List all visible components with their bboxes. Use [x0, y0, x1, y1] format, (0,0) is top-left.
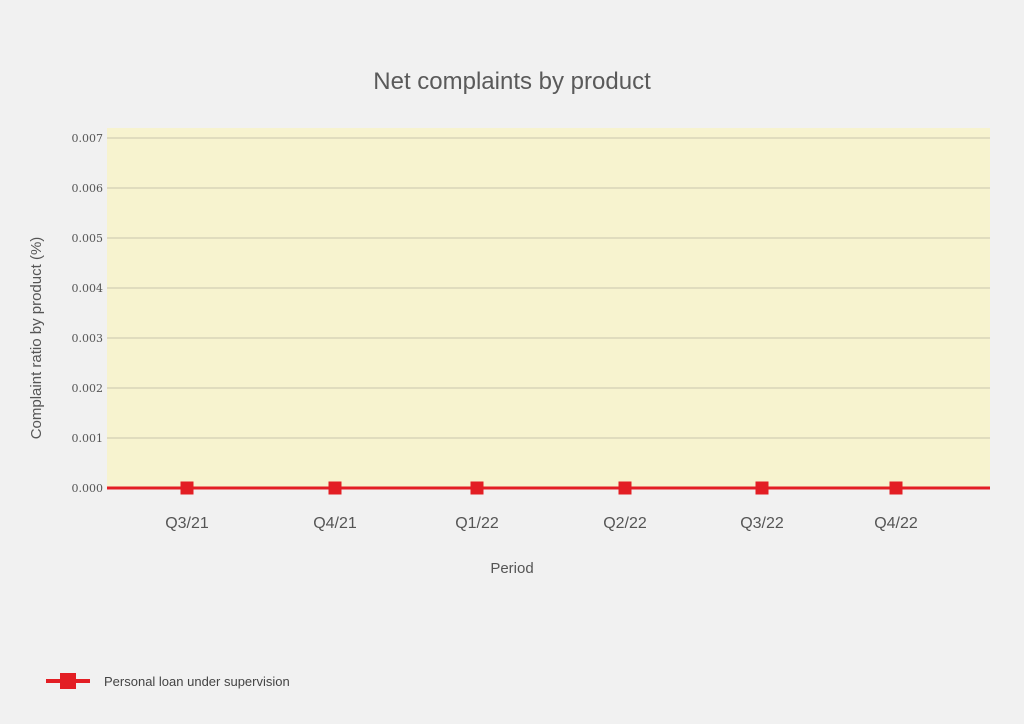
- x-tick-label: Q2/22: [603, 515, 647, 532]
- x-axis-ticks: Q3/21 Q4/21 Q1/22 Q2/22 Q3/22 Q4/22: [165, 515, 918, 532]
- y-tick-label: 0.002: [72, 382, 104, 395]
- legend-swatch: [46, 670, 90, 692]
- y-axis-ticks: 0.000 0.001 0.002 0.003 0.004 0.005 0.006 0.007: [72, 132, 104, 495]
- x-tick-label: Q3/21: [165, 515, 209, 532]
- x-tick-label: Q4/21: [313, 515, 357, 532]
- y-tick-label: 0.000: [72, 482, 104, 495]
- plot-area: [107, 128, 990, 488]
- legend-label: Personal loan under supervision: [104, 673, 290, 689]
- x-tick-label: Q1/22: [455, 515, 499, 532]
- data-point-marker: [180, 481, 194, 495]
- y-tick-label: 0.001: [72, 432, 104, 445]
- data-point-marker: [470, 481, 484, 495]
- y-axis-label: Complaint ratio by product (%): [28, 237, 45, 440]
- chart-title: Net complaints by product: [373, 68, 651, 95]
- data-point-marker: [755, 481, 769, 495]
- legend: Personal loan under supervision: [46, 670, 290, 692]
- series-group: [107, 481, 990, 495]
- y-tick-label: 0.003: [72, 332, 104, 345]
- x-tick-label: Q4/22: [874, 515, 918, 532]
- y-tick-label: 0.007: [72, 132, 104, 145]
- x-axis-label: Period: [490, 560, 533, 577]
- y-tick-label: 0.005: [72, 232, 104, 245]
- data-point-marker: [328, 481, 342, 495]
- data-point-marker: [889, 481, 903, 495]
- y-tick-label: 0.006: [72, 182, 104, 195]
- x-tick-label: Q3/22: [740, 515, 784, 532]
- y-tick-label: 0.004: [72, 282, 104, 295]
- data-point-marker: [618, 481, 632, 495]
